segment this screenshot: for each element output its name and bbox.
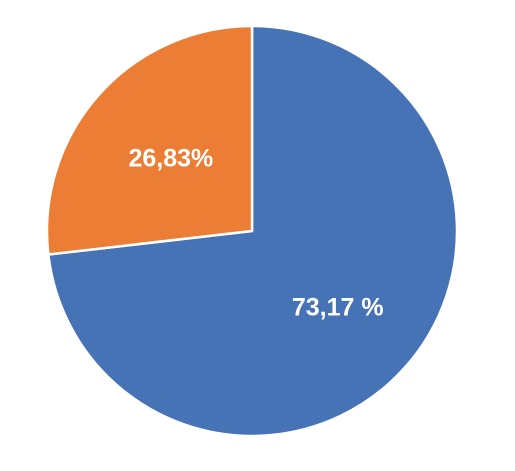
pie-slice-1-label: 26,83% [129,145,214,173]
pie-slice-0-label: 73,17 % [292,293,384,321]
pie-slice-1 [45,24,254,256]
